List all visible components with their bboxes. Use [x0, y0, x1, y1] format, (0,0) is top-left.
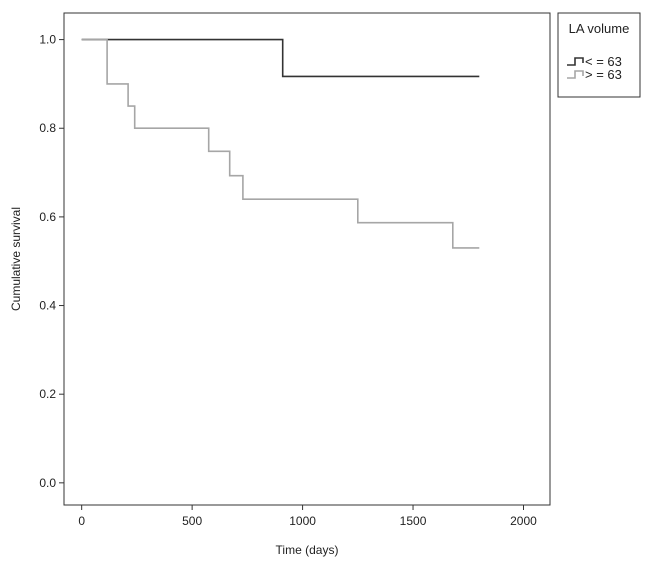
x-tick-label: 500	[182, 514, 202, 528]
series-line-2	[81, 38, 480, 249]
x-tick-label: 0	[78, 514, 85, 528]
x-tick-label: 1500	[400, 514, 427, 528]
x-tick-label: 2000	[510, 514, 537, 528]
y-tick-label: 0.8	[39, 121, 56, 135]
x-axis-title: Time (days)	[276, 543, 339, 557]
legend-items: < = 63> = 63	[567, 54, 622, 82]
legend-box	[557, 12, 641, 98]
y-tick-label: 0.4	[39, 299, 56, 313]
y-tick-label: 0.6	[39, 210, 56, 224]
legend: LA volume < = 63> = 63	[557, 12, 641, 98]
y-axis-title: Cumulative survival	[9, 207, 23, 311]
plot-frame	[63, 12, 551, 506]
series-line-1	[81, 38, 480, 78]
legend-swatch	[567, 70, 584, 79]
y-axis-ticks: 0.0 0.2 0.4 0.6 0.8 1.0	[39, 33, 64, 490]
x-axis-ticks: 0 500 1000 1500 2000	[78, 505, 537, 528]
y-tick-label: 1.0	[39, 33, 56, 47]
x-tick-label: 1000	[289, 514, 316, 528]
legend-title: LA volume	[569, 21, 630, 36]
y-tick-label: 0.2	[39, 387, 56, 401]
legend-swatch	[567, 57, 584, 66]
legend-label: < = 63	[585, 54, 622, 69]
y-tick-label: 0.0	[39, 476, 56, 490]
legend-label: > = 63	[585, 67, 622, 82]
series-layer	[81, 38, 480, 249]
